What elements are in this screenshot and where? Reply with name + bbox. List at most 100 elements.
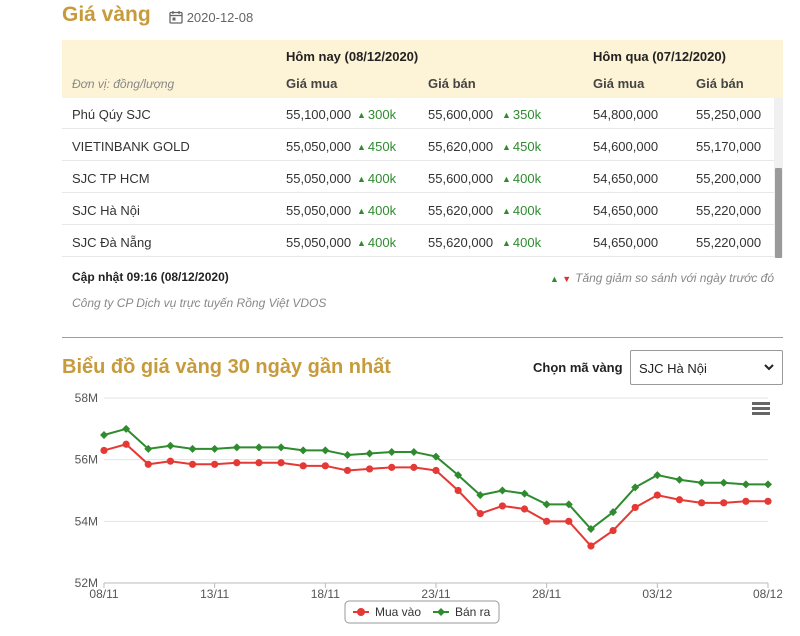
data-point[interactable] — [232, 443, 241, 452]
data-point[interactable] — [720, 499, 728, 507]
row-sell-change-wrap: ▲ 400k — [502, 235, 541, 250]
data-point[interactable] — [299, 462, 307, 470]
data-point[interactable] — [100, 431, 108, 439]
row-buy: 55,050,000 — [286, 203, 352, 218]
data-point[interactable] — [343, 451, 352, 460]
data-point[interactable] — [255, 459, 263, 467]
group-yesterday: Hôm qua (07/12/2020) — [593, 49, 726, 64]
data-point[interactable] — [388, 463, 396, 471]
data-point[interactable] — [432, 452, 440, 461]
table-scrollbar[interactable] — [774, 98, 783, 258]
data-point[interactable] — [144, 444, 153, 453]
data-point[interactable] — [764, 497, 772, 505]
up-triangle-icon: ▲ — [502, 174, 511, 184]
table-row: VIETINBANK GOLD 55,050,000 ▲ 450k 55,620,000… — [62, 130, 774, 161]
data-point[interactable] — [299, 446, 308, 455]
data-point[interactable] — [188, 444, 197, 453]
data-point[interactable] — [631, 503, 639, 512]
row-buy: 55,100,000 — [286, 107, 352, 122]
data-point[interactable] — [609, 526, 617, 535]
data-point[interactable] — [166, 457, 174, 465]
data-point[interactable] — [698, 499, 706, 507]
data-point[interactable] — [476, 510, 484, 518]
table-body[interactable]: SJC Đà Nẵng 55,050,000 ▲ 400k 55,620,000 ▲ 400… — [62, 98, 783, 258]
x-tick-label: 08/12 — [753, 587, 782, 601]
data-point[interactable] — [741, 480, 750, 489]
data-point[interactable] — [653, 471, 662, 480]
data-point[interactable] — [454, 471, 463, 480]
legend-label[interactable]: Mua vào — [375, 605, 421, 619]
row-buy-change-wrap: ▲ 300k — [357, 107, 396, 122]
data-point[interactable] — [609, 508, 618, 517]
data-point[interactable] — [254, 443, 263, 452]
data-point[interactable] — [166, 441, 175, 450]
data-point[interactable] — [410, 463, 418, 471]
data-point[interactable] — [719, 478, 728, 487]
menu-icon[interactable] — [752, 412, 770, 415]
data-point[interactable] — [498, 486, 507, 495]
data-point[interactable] — [675, 496, 684, 504]
data-point[interactable] — [476, 491, 485, 500]
data-point[interactable] — [277, 459, 285, 467]
change-legend: ▲ ▼ Tăng giảm so sánh với ngày trước đó — [550, 271, 774, 285]
data-point[interactable] — [498, 502, 506, 510]
data-point[interactable] — [321, 446, 330, 455]
data-point[interactable] — [365, 449, 374, 458]
data-point[interactable] — [188, 460, 197, 468]
date-picker[interactable]: 2020-12-08 — [169, 9, 254, 25]
data-point[interactable] — [100, 446, 108, 455]
chevron-down-icon[interactable] — [763, 361, 775, 373]
data-point[interactable] — [742, 497, 750, 505]
data-point[interactable] — [366, 465, 374, 473]
data-point[interactable] — [542, 500, 551, 509]
data-point[interactable] — [520, 489, 529, 498]
data-point[interactable] — [564, 500, 573, 509]
row-buy: 55,050,000 — [286, 235, 352, 250]
col-today-sell: Giá bán — [428, 76, 476, 91]
row-buy-change: 300k — [367, 107, 397, 122]
page-title: Giá vàng — [62, 3, 151, 26]
date-value[interactable]: 2020-12-08 — [186, 9, 254, 25]
data-point[interactable] — [520, 505, 529, 513]
data-point[interactable] — [343, 466, 352, 475]
up-triangle-icon: ▲ — [502, 206, 511, 216]
data-point[interactable] — [764, 480, 772, 489]
data-point[interactable] — [653, 491, 661, 499]
data-point[interactable] — [122, 440, 130, 448]
data-point[interactable] — [321, 462, 329, 470]
group-today: Hôm nay (08/12/2020) — [286, 49, 419, 64]
row-prev-buy: 54,800,000 — [593, 107, 659, 122]
data-point[interactable] — [631, 483, 640, 492]
data-point[interactable] — [122, 424, 131, 433]
menu-icon[interactable] — [752, 407, 770, 410]
x-tick-label: 23/11 — [421, 587, 450, 601]
calendar-icon[interactable] — [169, 10, 183, 24]
data-point[interactable] — [454, 486, 462, 495]
data-point[interactable] — [697, 478, 706, 487]
select-value[interactable]: SJC Hà Nội — [639, 361, 707, 376]
legend-label[interactable]: Bán ra — [455, 605, 491, 619]
gold-type-select[interactable]: SJC Hà Nội — [630, 350, 783, 385]
data-point[interactable] — [211, 460, 219, 468]
menu-icon[interactable] — [752, 402, 770, 405]
data-point[interactable] — [387, 447, 396, 456]
scrollbar-thumb[interactable] — [775, 168, 782, 258]
data-point[interactable] — [587, 542, 595, 550]
down-triangle-icon: ▼ — [562, 274, 572, 284]
data-point[interactable] — [409, 447, 418, 456]
data-point[interactable] — [144, 460, 152, 468]
row-buy-change-wrap: ▲ 400k — [357, 235, 396, 250]
data-point[interactable] — [210, 444, 219, 453]
table-row: Phú Qúy SJC 55,100,000 ▲ 300k 55,600,000 ▲ 350… — [62, 98, 774, 129]
data-point[interactable] — [565, 517, 573, 525]
data-point[interactable] — [586, 525, 595, 534]
data-point[interactable] — [543, 517, 551, 525]
row-sell-change-wrap: ▲ 400k — [502, 171, 541, 186]
table-row: SJC Đà Nẵng 55,050,000 ▲ 400k 55,620,000 ▲ 400… — [62, 226, 774, 257]
data-point[interactable] — [277, 443, 286, 452]
up-triangle-icon: ▲ — [549, 274, 559, 284]
data-point[interactable] — [233, 459, 241, 467]
data-point[interactable] — [675, 475, 684, 484]
row-name: SJC Hà Nội — [72, 203, 140, 218]
data-point[interactable] — [432, 466, 440, 475]
